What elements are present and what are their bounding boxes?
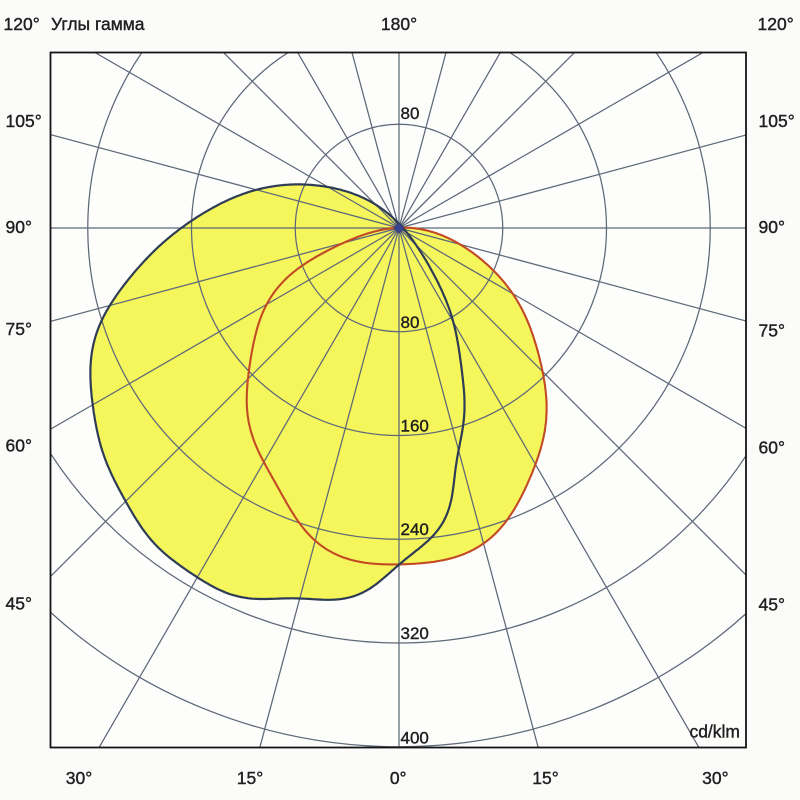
svg-text:80: 80	[401, 104, 420, 123]
svg-text:45°: 45°	[759, 594, 785, 614]
svg-text:160: 160	[401, 417, 429, 436]
svg-text:240: 240	[401, 520, 429, 539]
svg-text:180°: 180°	[381, 14, 417, 34]
svg-text:0°: 0°	[390, 768, 407, 788]
svg-text:75°: 75°	[6, 319, 32, 339]
svg-text:15°: 15°	[532, 768, 558, 788]
svg-text:105°: 105°	[6, 111, 42, 131]
svg-text:Углы гамма: Углы гамма	[51, 14, 145, 34]
svg-text:75°: 75°	[759, 320, 785, 340]
svg-text:90°: 90°	[759, 217, 785, 237]
svg-text:30°: 30°	[702, 768, 728, 788]
svg-text:15°: 15°	[237, 768, 263, 788]
svg-text:80: 80	[401, 313, 420, 332]
svg-text:60°: 60°	[6, 435, 32, 455]
svg-text:320: 320	[401, 624, 429, 643]
svg-text:30°: 30°	[66, 768, 92, 788]
svg-text:90°: 90°	[6, 217, 32, 237]
svg-text:105°: 105°	[759, 111, 795, 131]
svg-text:60°: 60°	[759, 437, 785, 457]
svg-text:45°: 45°	[6, 593, 32, 613]
svg-text:cd/klm: cd/klm	[689, 722, 740, 742]
svg-text:400: 400	[401, 729, 429, 748]
svg-text:120°: 120°	[4, 14, 40, 34]
svg-text:120°: 120°	[758, 14, 794, 34]
